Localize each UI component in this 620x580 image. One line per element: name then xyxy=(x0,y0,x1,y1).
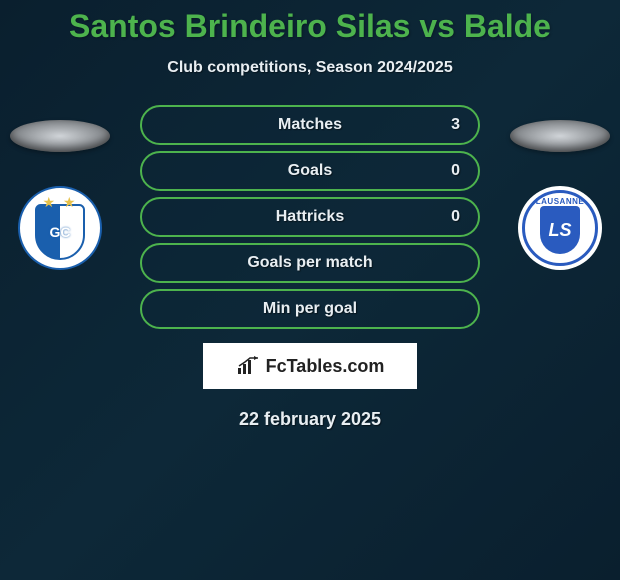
stat-label: Hattricks xyxy=(276,208,344,226)
club-logo-right: LAUSANNE LS xyxy=(518,186,602,270)
brand-text: FcTables.com xyxy=(266,356,385,377)
stats-container: Matches 3 Goals 0 Hattricks 0 Goals per … xyxy=(140,105,480,329)
player-left-avatar xyxy=(10,120,110,152)
subtitle: Club competitions, Season 2024/2025 xyxy=(0,59,620,77)
stat-row-matches: Matches 3 xyxy=(140,105,480,145)
stat-label: Goals xyxy=(288,162,332,180)
stat-label: Min per goal xyxy=(263,300,357,318)
brand-box[interactable]: FcTables.com xyxy=(203,343,417,389)
club-right-arc: LAUSANNE xyxy=(536,197,584,206)
player-right-avatar xyxy=(510,120,610,152)
stat-row-min-per-goal: Min per goal xyxy=(140,289,480,329)
club-left-initials: GC xyxy=(50,224,71,240)
club-right-initials: LS xyxy=(548,220,571,241)
chart-icon xyxy=(236,356,260,376)
page-title: Santos Brindeiro Silas vs Balde xyxy=(0,0,620,45)
shield-icon: LS xyxy=(540,206,580,254)
player-left-column: ★ ★ GC xyxy=(10,120,110,270)
player-right-column: LAUSANNE LS xyxy=(510,120,610,270)
date-text: 22 february 2025 xyxy=(0,409,620,430)
stat-row-goals-per-match: Goals per match xyxy=(140,243,480,283)
shield-icon: GC xyxy=(35,204,85,260)
stat-label: Matches xyxy=(278,116,342,134)
stat-value-right: 3 xyxy=(451,116,460,134)
stat-row-hattricks: Hattricks 0 xyxy=(140,197,480,237)
stat-label: Goals per match xyxy=(247,254,372,272)
star-icon: ★ ★ xyxy=(43,194,78,211)
stat-row-goals: Goals 0 xyxy=(140,151,480,191)
stat-value-right: 0 xyxy=(451,162,460,180)
stat-value-right: 0 xyxy=(451,208,460,226)
club-logo-left: ★ ★ GC xyxy=(18,186,102,270)
